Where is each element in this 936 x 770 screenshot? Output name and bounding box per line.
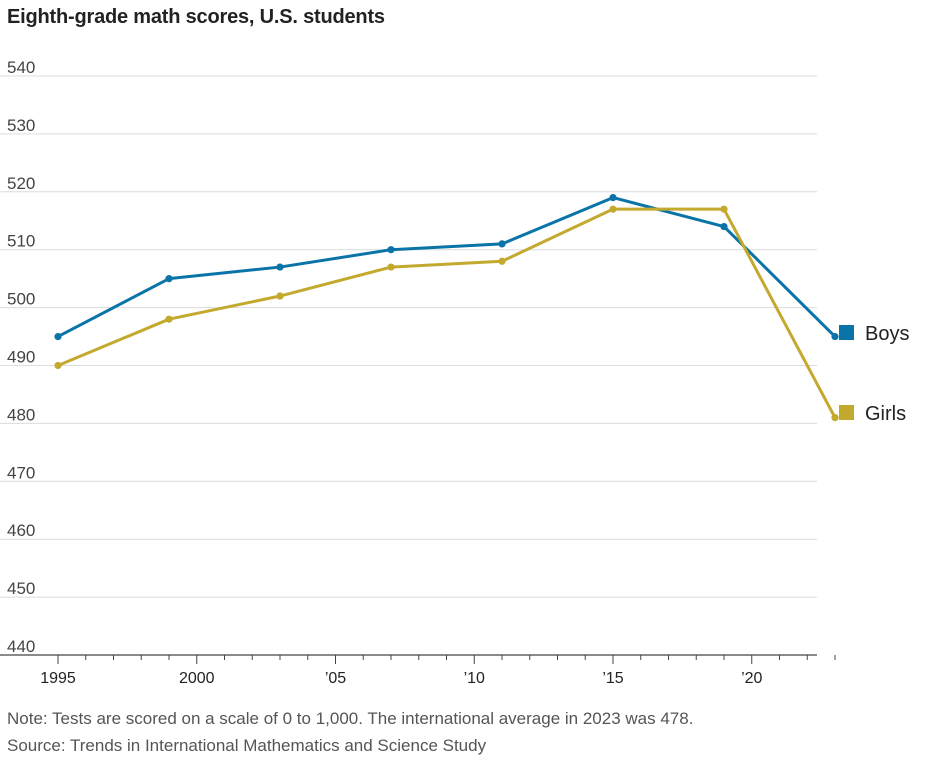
x-tick-label-2015: ’15	[602, 670, 623, 687]
data-point-boys-1995	[54, 332, 62, 341]
x-axis: 1995 2000 ’05 ’10 ’15 ’20	[0, 654, 836, 687]
data-point-boys-2003	[276, 263, 284, 271]
x-tick-label-2000: 2000	[179, 670, 215, 687]
y-tick-label-470: 470	[7, 463, 35, 482]
data-point-girls-2023	[831, 414, 839, 422]
legend-label-girls: Girls	[865, 403, 906, 425]
legend-swatch-boys	[839, 325, 854, 340]
y-tick-label-500: 500	[7, 290, 35, 309]
data-point-girls-2015	[609, 205, 617, 213]
y-tick-label-440: 440	[7, 637, 35, 656]
x-tick-label-1995: 1995	[40, 670, 76, 687]
gridlines	[0, 75, 817, 656]
y-tick-label-530: 530	[7, 116, 35, 135]
data-point-girls-2011	[498, 257, 506, 265]
y-tick-label-460: 460	[7, 521, 35, 540]
series-line-girls	[57, 207, 837, 419]
chart-title: Eighth-grade math scores, U.S. students	[7, 6, 385, 28]
y-tick-label-490: 490	[7, 348, 35, 367]
data-point-girls-2003	[276, 292, 284, 300]
y-tick-label-540: 540	[7, 58, 35, 77]
data-point-girls-2019	[720, 205, 728, 213]
data-point-boys-2007	[387, 246, 395, 254]
line-chart: 440 450 460 470 480 490 500 510 520 530 540 1995 20…	[0, 58, 909, 687]
data-point-girls-2007	[387, 263, 395, 271]
data-point-boys-1999	[165, 275, 173, 283]
legend-swatch-girls	[839, 405, 854, 420]
chart-source: Source: Trends in International Mathemat…	[7, 736, 487, 755]
data-point-boys-2023	[831, 332, 839, 341]
legend-label-boys: Boys	[865, 323, 909, 345]
y-tick-label-520: 520	[7, 174, 35, 193]
data-point-girls-1999	[165, 315, 173, 323]
series-lines	[54, 193, 839, 422]
series-line-boys	[57, 196, 837, 338]
legend: Boys Girls	[839, 323, 909, 425]
x-tick-label-2010: ’10	[464, 670, 485, 687]
x-tick-label-2020: ’20	[741, 670, 762, 687]
y-tick-label-450: 450	[7, 579, 35, 598]
y-tick-label-480: 480	[7, 405, 35, 424]
data-point-boys-2011	[498, 240, 506, 248]
data-point-girls-1995	[54, 361, 62, 370]
y-axis-ticks: 440 450 460 470 480 490 500 510 520 530 540	[7, 58, 35, 656]
x-tick-label-2005: ’05	[325, 670, 346, 687]
y-tick-label-510: 510	[7, 232, 35, 251]
chart-note: Note: Tests are scored on a scale of 0 t…	[7, 709, 694, 728]
data-point-boys-2019	[720, 222, 728, 231]
data-point-boys-2015	[609, 193, 617, 202]
